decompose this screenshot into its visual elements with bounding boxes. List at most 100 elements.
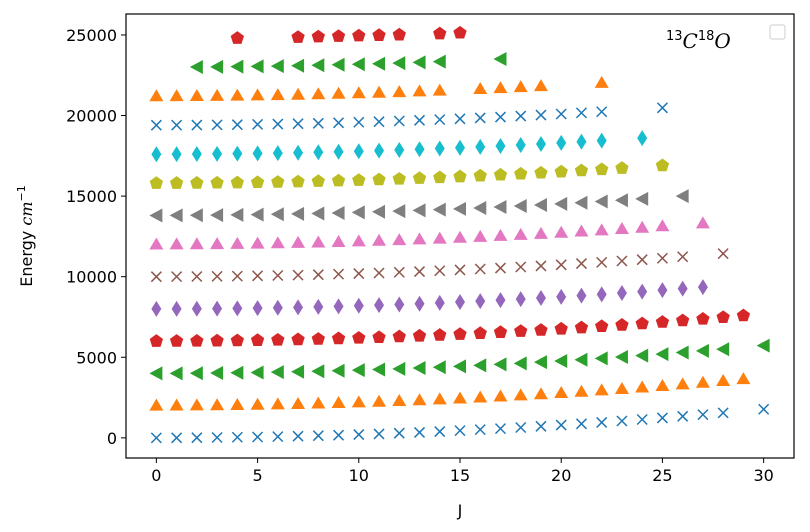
- data-point: [311, 87, 326, 100]
- data-point: [636, 413, 648, 426]
- data-point: [230, 365, 244, 380]
- data-point: [272, 431, 284, 443]
- data-point: [493, 52, 507, 66]
- data-point: [210, 237, 225, 250]
- data-point: [291, 332, 305, 346]
- data-point: [171, 119, 183, 131]
- data-point: [333, 143, 344, 160]
- data-point: [575, 418, 587, 430]
- data-point: [716, 342, 730, 357]
- data-point: [392, 361, 406, 376]
- data-point: [270, 207, 284, 222]
- annot-oxygen: O: [714, 29, 730, 53]
- data-point: [392, 56, 406, 71]
- data-point: [434, 426, 446, 438]
- data-point: [453, 327, 467, 340]
- data-point: [414, 141, 425, 158]
- data-point: [151, 300, 162, 317]
- data-point: [655, 347, 669, 362]
- data-point: [210, 59, 224, 74]
- data-point: [554, 353, 568, 368]
- data-point: [150, 119, 162, 131]
- data-point: [637, 283, 648, 300]
- data-point: [473, 168, 487, 182]
- data-point: [270, 365, 284, 380]
- data-point: [191, 300, 202, 317]
- data-point: [756, 338, 770, 353]
- data-point: [412, 203, 426, 218]
- data-point: [716, 310, 730, 323]
- data-point: [453, 391, 467, 404]
- data-point: [434, 140, 445, 157]
- data-point: [270, 59, 284, 74]
- data-point: [252, 270, 264, 282]
- data-point: [554, 164, 568, 178]
- data-point: [493, 357, 507, 372]
- data-point: [271, 175, 285, 188]
- data-point: [494, 423, 507, 435]
- data-point: [291, 235, 306, 248]
- data-point: [372, 330, 386, 344]
- data-point: [189, 60, 203, 75]
- data-point: [595, 162, 609, 176]
- y-tick-label: 25000: [66, 26, 117, 45]
- data-point: [353, 297, 364, 314]
- data-point: [149, 208, 163, 223]
- data-point: [232, 145, 243, 162]
- data-marks: [149, 25, 770, 444]
- data-point: [535, 260, 547, 272]
- data-point: [150, 271, 162, 283]
- data-point: [189, 366, 203, 381]
- data-point: [453, 201, 466, 216]
- data-point: [293, 299, 304, 316]
- data-point: [312, 269, 324, 281]
- data-point: [311, 396, 326, 409]
- data-point: [210, 88, 225, 101]
- data-point: [351, 363, 365, 378]
- data-point: [149, 176, 164, 189]
- data-point: [211, 119, 223, 131]
- series-v3: [149, 308, 751, 347]
- data-point: [657, 282, 668, 299]
- data-point: [656, 252, 668, 264]
- data-point: [352, 28, 366, 42]
- data-point: [372, 362, 386, 377]
- data-point: [413, 426, 426, 438]
- data-point: [372, 172, 386, 186]
- data-point: [169, 334, 184, 347]
- data-point: [231, 270, 243, 282]
- data-point: [171, 146, 182, 163]
- data-point: [351, 205, 365, 220]
- data-point: [313, 298, 324, 315]
- data-point: [373, 116, 385, 128]
- data-point: [697, 279, 708, 296]
- data-point: [412, 232, 427, 245]
- data-point: [515, 110, 527, 122]
- data-point: [473, 229, 488, 242]
- data-point: [311, 58, 325, 73]
- x-tick-label: 5: [252, 466, 262, 485]
- data-point: [331, 29, 346, 42]
- data-point: [351, 395, 366, 408]
- data-point: [596, 106, 608, 118]
- data-point: [149, 89, 164, 102]
- data-point: [311, 206, 325, 221]
- data-point: [250, 175, 265, 189]
- y-tick-label: 0: [107, 429, 117, 448]
- data-point: [594, 223, 609, 236]
- data-point: [291, 206, 305, 221]
- data-point: [250, 88, 265, 101]
- data-point: [535, 135, 546, 152]
- data-point: [190, 333, 204, 347]
- data-point: [210, 208, 224, 223]
- data-point: [574, 320, 589, 334]
- data-point: [515, 136, 526, 153]
- data-point: [392, 233, 407, 246]
- data-point: [656, 412, 668, 424]
- data-point: [554, 321, 568, 335]
- y-axis-label-main: Energy: [17, 231, 36, 287]
- data-point: [434, 294, 445, 311]
- y-axis-label-exponent: −1: [15, 185, 28, 201]
- series-v6: [149, 216, 710, 250]
- data-point: [514, 166, 528, 180]
